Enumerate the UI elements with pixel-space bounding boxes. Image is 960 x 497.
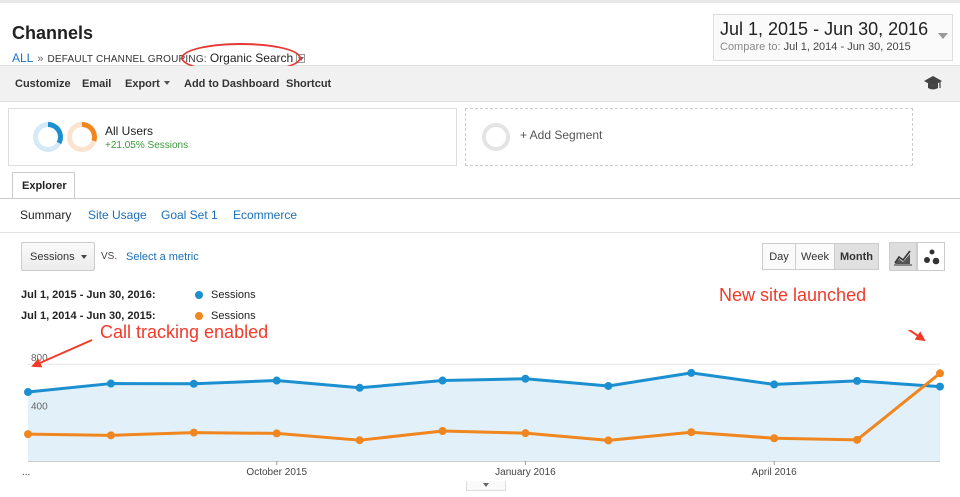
caret-down-icon bbox=[81, 255, 87, 259]
add-to-dashboard-button[interactable]: Add to Dashboard bbox=[184, 78, 280, 90]
legend-range-previous: Jul 1, 2014 - Jun 30, 2015: bbox=[21, 310, 156, 322]
x-tick-label: April 2016 bbox=[752, 467, 797, 478]
tab-explorer[interactable]: Explorer bbox=[12, 172, 75, 199]
legend-dot-current bbox=[195, 291, 203, 299]
data-point-current bbox=[106, 379, 115, 388]
legend-name-previous: Sessions bbox=[211, 310, 256, 322]
page-title: Channels bbox=[12, 23, 94, 43]
period-month-button[interactable]: Month bbox=[834, 243, 879, 270]
graduation-cap-icon[interactable] bbox=[923, 74, 943, 92]
data-point-current bbox=[604, 381, 613, 390]
series-line-previous bbox=[27, 372, 941, 442]
add-segment-label: + Add Segment bbox=[520, 128, 603, 142]
data-point-current bbox=[770, 380, 779, 389]
add-segment-circle-icon bbox=[482, 123, 510, 151]
compare-range: Jul 1, 2014 - Jun 30, 2015 bbox=[783, 41, 911, 53]
section-divider bbox=[0, 232, 960, 233]
tab-divider bbox=[0, 198, 960, 199]
shortcut-button[interactable]: Shortcut bbox=[286, 78, 332, 90]
breadcrumb-grouping-label: DEFAULT CHANNEL GROUPING: bbox=[47, 54, 207, 65]
x-tick-label: October 2015 bbox=[246, 467, 307, 478]
series-area-current bbox=[28, 372, 940, 461]
segment-name: All Users bbox=[105, 124, 154, 138]
series-line-current bbox=[27, 371, 941, 394]
subtab-summary[interactable]: Summary bbox=[20, 208, 72, 222]
metric-select-value: Sessions bbox=[30, 251, 75, 263]
data-point-current bbox=[272, 376, 281, 385]
legend-range-current: Jul 1, 2015 - Jun 30, 2016: bbox=[21, 289, 156, 301]
chevron-down-icon bbox=[938, 33, 948, 39]
data-point-current bbox=[521, 374, 530, 383]
data-point-current bbox=[853, 376, 862, 385]
email-button[interactable]: Email bbox=[82, 78, 112, 90]
data-point-current bbox=[24, 388, 32, 397]
data-point-previous bbox=[687, 428, 696, 437]
report-header: Channels ALL» DEFAULT CHANNEL GROUPING: O… bbox=[0, 0, 960, 73]
new-site-arrow bbox=[907, 330, 926, 342]
segment-all-users[interactable]: All Users +21.05% Sessions bbox=[8, 108, 457, 166]
metric-select[interactable]: Sessions bbox=[21, 242, 95, 271]
segment-donut-icon bbox=[33, 122, 63, 152]
data-point-current bbox=[189, 379, 198, 388]
data-point-previous bbox=[355, 436, 364, 445]
line-chart-view-button[interactable] bbox=[889, 242, 917, 271]
date-range-picker[interactable]: Jul 1, 2015 - Jun 30, 2016 Compare to: J… bbox=[713, 14, 953, 61]
segment-change: +21.05% Sessions bbox=[105, 140, 189, 151]
period-week-button[interactable]: Week bbox=[795, 243, 835, 270]
breadcrumb-all-link[interactable]: ALL bbox=[12, 51, 34, 65]
caret-down-icon bbox=[163, 81, 170, 85]
data-point-current bbox=[438, 376, 447, 385]
y-tick-label: 400 bbox=[31, 402, 48, 413]
data-point-current bbox=[687, 368, 696, 377]
legend-dot-previous bbox=[195, 312, 203, 320]
bubble-chart-icon bbox=[924, 249, 940, 265]
date-range-primary: Jul 1, 2015 - Jun 30, 2016 bbox=[720, 19, 929, 39]
export-label: Export bbox=[125, 78, 160, 90]
data-point-previous bbox=[770, 434, 779, 443]
subtab-ecommerce[interactable]: Ecommerce bbox=[233, 208, 298, 222]
data-point-previous bbox=[438, 426, 447, 435]
new-site-annotation: New site launched bbox=[719, 285, 867, 305]
export-button[interactable]: Export bbox=[125, 78, 170, 90]
legend-name-current: Sessions bbox=[211, 289, 256, 301]
data-point-previous bbox=[521, 429, 530, 438]
comparison-donut-icon bbox=[67, 122, 97, 152]
data-point-previous bbox=[189, 428, 198, 437]
add-segment-button[interactable]: + Add Segment bbox=[465, 108, 913, 166]
subtab-site-usage[interactable]: Site Usage bbox=[88, 208, 147, 222]
vs-label: VS. bbox=[101, 251, 118, 262]
data-point-previous bbox=[106, 431, 115, 440]
call-tracking-annotation: Call tracking enabled bbox=[100, 322, 269, 342]
date-range-compare: Compare to: Jul 1, 2014 - Jun 30, 2015 bbox=[720, 41, 911, 53]
x-tick-label: January 2016 bbox=[495, 467, 556, 478]
compare-label: Compare to: bbox=[720, 41, 781, 53]
data-point-previous bbox=[272, 429, 281, 438]
select-metric-link[interactable]: Select a metric bbox=[126, 251, 199, 263]
x-tick-label: ... bbox=[22, 467, 30, 478]
customize-button[interactable]: Customize bbox=[15, 78, 71, 90]
period-day-button[interactable]: Day bbox=[762, 243, 796, 270]
data-point-previous bbox=[936, 369, 944, 378]
subtab-goal-set-1[interactable]: Goal Set 1 bbox=[161, 208, 218, 222]
data-point-current bbox=[936, 382, 944, 391]
line-chart-icon bbox=[894, 250, 912, 266]
data-point-previous bbox=[604, 436, 613, 445]
report-toolbar: Customize Email Export Add to Dashboard … bbox=[0, 66, 960, 102]
motion-chart-view-button[interactable] bbox=[917, 242, 945, 271]
expand-chart-handle[interactable] bbox=[466, 481, 506, 491]
data-point-previous bbox=[853, 435, 862, 444]
breadcrumb-separator: » bbox=[37, 53, 44, 65]
call-tracking-arrow bbox=[31, 339, 93, 368]
data-point-current bbox=[355, 383, 364, 392]
data-point-previous bbox=[24, 430, 32, 439]
